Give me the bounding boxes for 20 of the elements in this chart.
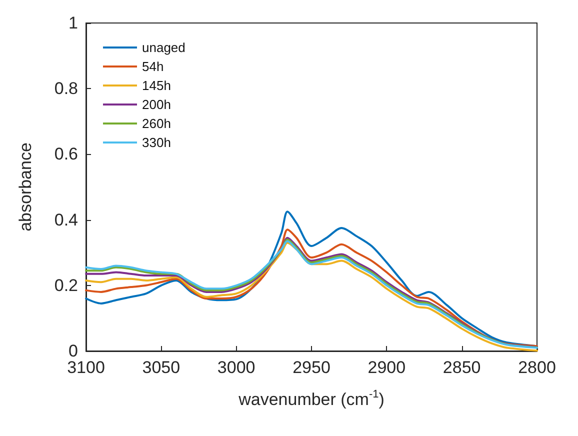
x-tick-label: 3000 [217, 358, 256, 377]
legend-label: 145h [142, 78, 171, 93]
x-tick-label: 2900 [368, 358, 406, 377]
x-tick-label: 3050 [142, 358, 180, 377]
legend-label: 260h [142, 116, 171, 131]
y-tick-label: 0.8 [54, 79, 78, 98]
x-tick-label: 3100 [67, 358, 105, 377]
legend-label: 330h [142, 135, 171, 150]
x-tick-label: 2850 [442, 358, 481, 377]
legend-label: 200h [142, 97, 171, 112]
y-tick-label: 0.6 [54, 144, 78, 164]
y-tick-label: 1 [68, 14, 78, 32]
y-tick-label: 0.2 [54, 276, 78, 295]
x-tick-label: 2950 [292, 358, 330, 377]
y-tick-label: 0.4 [54, 210, 78, 230]
y-axis-title: absorbance [16, 142, 35, 232]
y-tick-label: 0 [68, 342, 78, 360]
x-tick-label: 2800 [518, 358, 556, 377]
legend-label: 54h [142, 59, 164, 74]
legend-label: unaged [142, 40, 186, 55]
